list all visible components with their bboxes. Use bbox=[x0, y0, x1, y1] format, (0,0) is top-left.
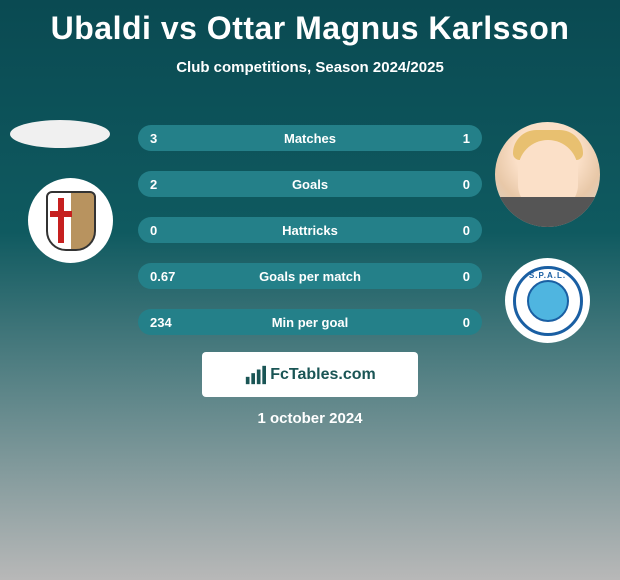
stat-row: 234 Min per goal 0 bbox=[138, 309, 482, 335]
stat-right-value: 0 bbox=[463, 223, 470, 238]
watermark-badge: FcTables.com bbox=[202, 352, 418, 397]
stat-row: 0 Hattricks 0 bbox=[138, 217, 482, 243]
stat-right-value: 0 bbox=[463, 177, 470, 192]
watermark-text: FcTables.com bbox=[270, 366, 376, 384]
club-shield-icon bbox=[46, 191, 96, 251]
stat-left-value: 2 bbox=[150, 177, 157, 192]
club-badge-left bbox=[28, 178, 113, 263]
stat-left-value: 0.67 bbox=[150, 269, 175, 284]
stat-left-value: 0 bbox=[150, 223, 157, 238]
bar-chart-icon bbox=[244, 364, 266, 386]
stat-label: Matches bbox=[138, 131, 482, 146]
stat-label: Goals per match bbox=[138, 269, 482, 284]
page-title: Ubaldi vs Ottar Magnus Karlsson bbox=[0, 0, 620, 47]
stat-row: 0.67 Goals per match 0 bbox=[138, 263, 482, 289]
subtitle: Club competitions, Season 2024/2025 bbox=[0, 59, 620, 76]
stat-right-value: 1 bbox=[463, 131, 470, 146]
club-badge-right: S.P.A.L. bbox=[505, 258, 590, 343]
stats-container: 3 Matches 1 2 Goals 0 0 Hattricks 0 0.67… bbox=[138, 125, 482, 355]
date-label: 1 october 2024 bbox=[0, 410, 620, 427]
stat-left-value: 3 bbox=[150, 131, 157, 146]
player-right-avatar bbox=[495, 122, 600, 227]
player-left-avatar bbox=[10, 120, 110, 148]
stat-label: Goals bbox=[138, 177, 482, 192]
stat-right-value: 0 bbox=[463, 269, 470, 284]
club-ring-icon: S.P.A.L. bbox=[513, 266, 583, 336]
stat-label: Min per goal bbox=[138, 315, 482, 330]
stat-label: Hattricks bbox=[138, 223, 482, 238]
comparison-infographic: Ubaldi vs Ottar Magnus Karlsson Club com… bbox=[0, 0, 620, 580]
stat-row: 3 Matches 1 bbox=[138, 125, 482, 151]
avatar-shirt bbox=[495, 197, 600, 227]
stat-left-value: 234 bbox=[150, 315, 172, 330]
stat-right-value: 0 bbox=[463, 315, 470, 330]
stat-row: 2 Goals 0 bbox=[138, 171, 482, 197]
